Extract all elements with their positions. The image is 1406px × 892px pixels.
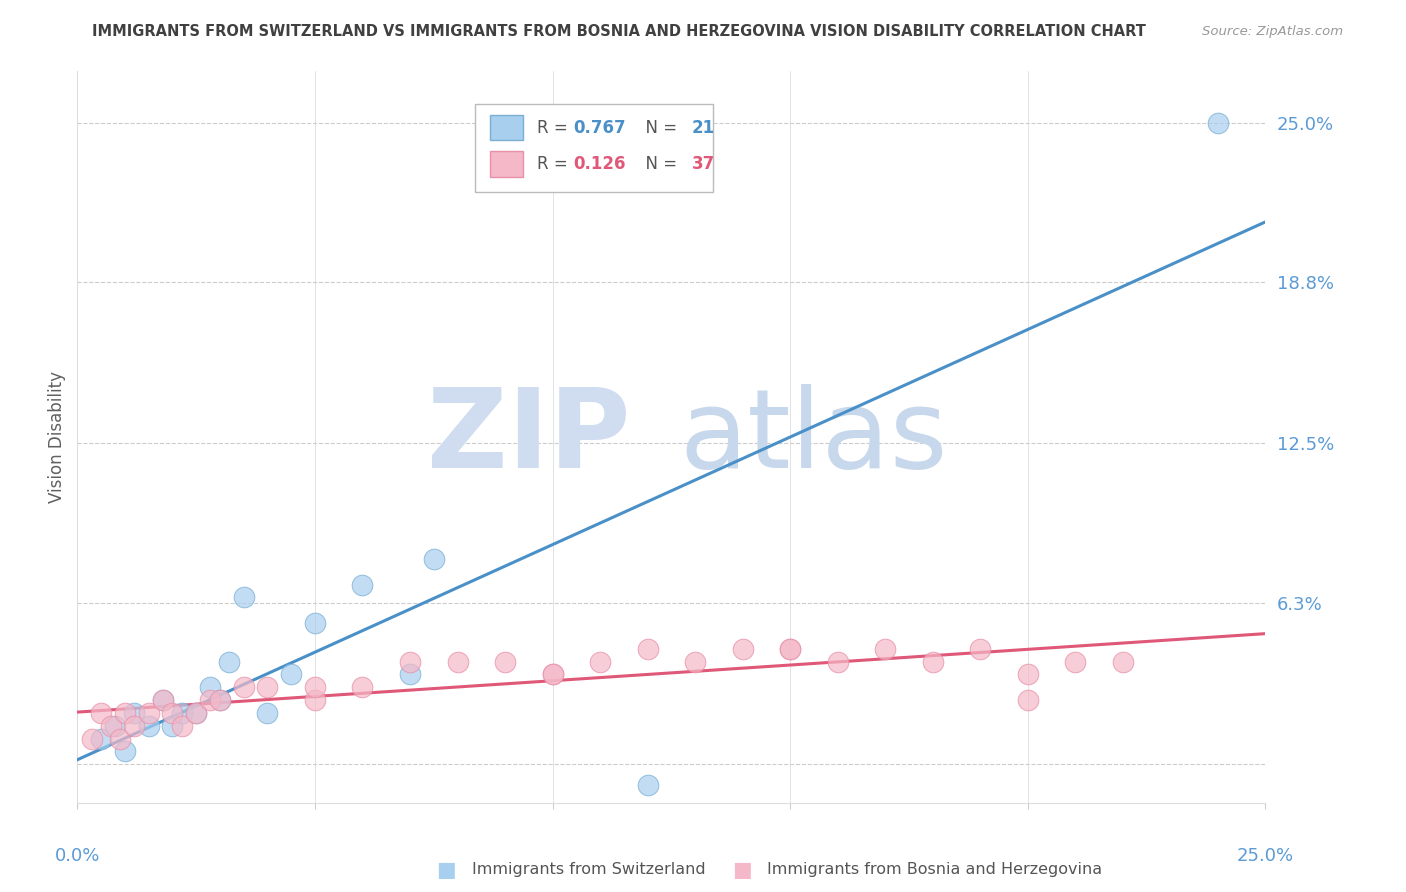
Point — [1017, 667, 1039, 681]
Point — [1112, 655, 1135, 669]
Point — [104, 719, 127, 733]
Text: 37: 37 — [692, 155, 714, 173]
Text: 0.767: 0.767 — [572, 119, 626, 136]
Text: ■: ■ — [436, 860, 457, 880]
Point — [683, 655, 706, 669]
Text: atlas: atlas — [679, 384, 948, 491]
Text: ■: ■ — [731, 860, 752, 880]
Point — [827, 655, 849, 669]
Point — [875, 641, 897, 656]
Point — [589, 655, 612, 669]
Point — [399, 667, 422, 681]
Point — [637, 778, 659, 792]
Text: R =: R = — [537, 155, 574, 173]
Point — [1064, 655, 1087, 669]
Point — [186, 706, 208, 720]
Text: 21: 21 — [692, 119, 714, 136]
Point — [138, 706, 160, 720]
Point — [232, 681, 254, 695]
Point — [399, 655, 422, 669]
Point — [108, 731, 131, 746]
Point — [1206, 116, 1229, 130]
Point — [232, 591, 254, 605]
Point — [304, 681, 326, 695]
Text: ZIP: ZIP — [427, 384, 630, 491]
Point — [124, 706, 146, 720]
Point — [256, 681, 278, 695]
Point — [200, 681, 222, 695]
Point — [256, 706, 278, 720]
Point — [541, 667, 564, 681]
Text: Immigrants from Bosnia and Herzegovina: Immigrants from Bosnia and Herzegovina — [768, 863, 1102, 877]
Point — [779, 641, 801, 656]
Point — [162, 719, 184, 733]
FancyBboxPatch shape — [489, 152, 523, 177]
Point — [90, 706, 112, 720]
Point — [208, 693, 231, 707]
Point — [152, 693, 174, 707]
Point — [218, 655, 240, 669]
Point — [170, 719, 193, 733]
Point — [100, 719, 122, 733]
Point — [186, 706, 208, 720]
Y-axis label: Vision Disability: Vision Disability — [48, 371, 66, 503]
Point — [152, 693, 174, 707]
Text: Source: ZipAtlas.com: Source: ZipAtlas.com — [1202, 25, 1343, 37]
Point — [90, 731, 112, 746]
Text: IMMIGRANTS FROM SWITZERLAND VS IMMIGRANTS FROM BOSNIA AND HERZEGOVINA VISION DIS: IMMIGRANTS FROM SWITZERLAND VS IMMIGRANT… — [91, 24, 1146, 38]
Point — [921, 655, 943, 669]
Point — [280, 667, 302, 681]
Point — [304, 693, 326, 707]
Text: R =: R = — [537, 119, 574, 136]
Point — [114, 706, 136, 720]
Point — [731, 641, 754, 656]
Point — [114, 744, 136, 758]
Point — [304, 616, 326, 631]
FancyBboxPatch shape — [475, 104, 713, 192]
Text: 0.0%: 0.0% — [55, 847, 100, 865]
Point — [208, 693, 231, 707]
Text: 0.126: 0.126 — [572, 155, 626, 173]
Text: N =: N = — [634, 119, 682, 136]
Point — [1017, 693, 1039, 707]
Point — [423, 552, 446, 566]
Text: N =: N = — [634, 155, 682, 173]
Point — [80, 731, 103, 746]
Point — [352, 577, 374, 591]
Text: 25.0%: 25.0% — [1237, 847, 1294, 865]
Point — [637, 641, 659, 656]
Point — [969, 641, 991, 656]
Point — [162, 706, 184, 720]
Point — [352, 681, 374, 695]
Point — [779, 641, 801, 656]
Text: Immigrants from Switzerland: Immigrants from Switzerland — [472, 863, 706, 877]
Point — [200, 693, 222, 707]
Point — [494, 655, 516, 669]
Point — [446, 655, 468, 669]
Point — [170, 706, 193, 720]
Point — [138, 719, 160, 733]
Point — [124, 719, 146, 733]
Point — [541, 667, 564, 681]
FancyBboxPatch shape — [489, 115, 523, 140]
